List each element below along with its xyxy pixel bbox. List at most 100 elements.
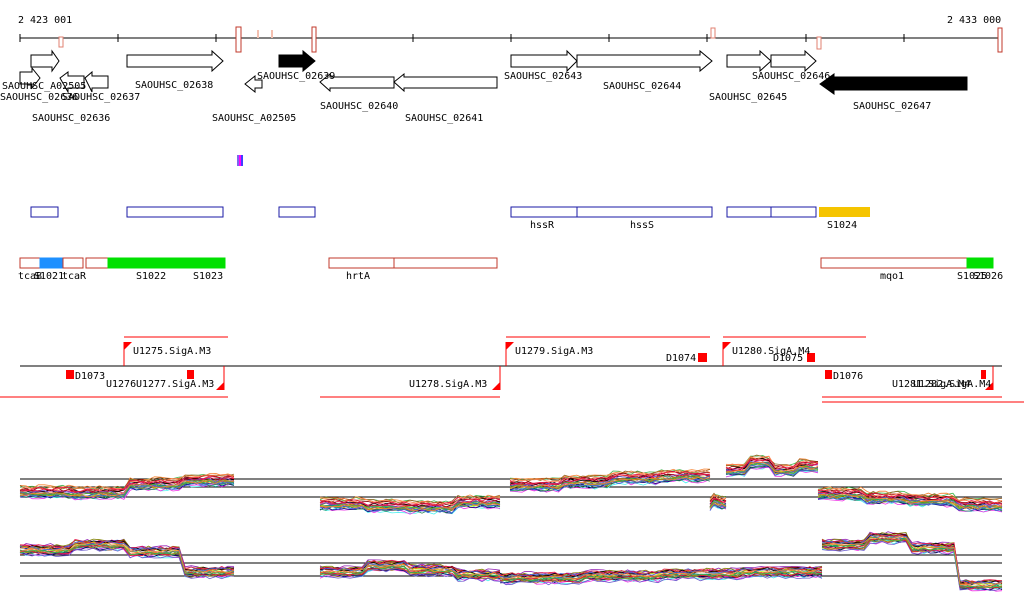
blue-feature[interactable] (278, 206, 316, 218)
expression-trace (510, 478, 711, 492)
gene-labels: SAOUHSC_A02505 SAOUHSC_02636 SAOUHSC_026… (0, 71, 931, 124)
blue-feature[interactable] (726, 206, 772, 218)
red-feature[interactable] (820, 257, 968, 269)
expression-trace (817, 496, 1003, 512)
light-blue-feature[interactable] (39, 257, 63, 269)
regulatory-label[interactable]: U1277.SigA.M3 (136, 379, 214, 390)
coordinate-ruler: 2 423 001 2 433 000 (18, 15, 1003, 53)
gene-track (19, 49, 968, 95)
gene-label: SAOUHSC_A02505 (212, 113, 296, 124)
blue-feature[interactable] (510, 206, 578, 218)
feature-label: tcaR (62, 271, 87, 282)
gene-arrow[interactable] (393, 72, 498, 93)
expression-trace (319, 499, 501, 510)
expression-traces (19, 454, 1003, 515)
expression-trace (725, 461, 819, 473)
gene-label: SAOUHSC_02641 (405, 113, 483, 124)
gene-label: SAOUHSC_02636 (32, 113, 110, 124)
gene-arrow[interactable] (510, 49, 578, 73)
expression-plot-bottom (19, 531, 1003, 592)
expression-trace (821, 540, 1003, 592)
gene-arrow[interactable] (19, 66, 41, 90)
gene-arrow[interactable] (84, 70, 109, 93)
red-feature[interactable] (393, 257, 498, 269)
red-feature[interactable] (85, 257, 109, 269)
regulatory-label[interactable]: U1278.SigA.M3 (409, 379, 487, 390)
expression-trace (500, 569, 823, 580)
regulatory-label[interactable]: D1075 (773, 353, 803, 364)
expression-trace (319, 564, 501, 579)
expression-trace (499, 571, 823, 583)
expression-trace (509, 469, 711, 483)
expression-trace (725, 464, 819, 476)
gene-arrow[interactable] (770, 49, 817, 73)
gene-label: SAOUHSC_02644 (603, 81, 681, 92)
expression-trace (509, 468, 711, 480)
expression-trace (319, 501, 501, 511)
expression-trace (509, 477, 711, 491)
expression-trace (319, 561, 501, 575)
ruler-end-label: 2 433 000 (947, 15, 1001, 26)
expression-trace (509, 470, 711, 485)
expression-trace (19, 542, 235, 574)
feature-label: hrtA (346, 271, 370, 282)
gene-label: SAOUHSC_02639 (257, 71, 335, 82)
expression-trace (499, 566, 823, 578)
gene-arrow[interactable] (244, 74, 263, 94)
blue-feature[interactable] (126, 206, 224, 218)
expression-trace (19, 476, 235, 494)
orange-feature[interactable] (819, 207, 870, 217)
gene-arrow[interactable] (126, 49, 224, 73)
gene-label: SAOUHSC_02640 (320, 101, 398, 112)
ruler-start-label: 2 423 001 (18, 15, 72, 26)
regulatory-label[interactable]: U1275.SigA.M3 (133, 346, 211, 357)
gene-label: SAOUHSC_02647 (853, 101, 931, 112)
expression-trace (817, 490, 1003, 506)
red-feature-track (19, 257, 994, 269)
blue-feature[interactable] (30, 206, 59, 218)
expression-trace (709, 498, 727, 503)
expression-trace (499, 575, 823, 586)
gene-arrow[interactable] (576, 49, 713, 73)
red-feature[interactable] (62, 257, 84, 269)
expression-trace (709, 499, 727, 508)
feature-label: hssR (530, 220, 555, 231)
green-feature[interactable] (966, 257, 994, 269)
red-feature[interactable] (19, 257, 41, 269)
regulatory-label[interactable]: U1279.SigA.M3 (515, 346, 593, 357)
gene-arrow-filled[interactable] (819, 73, 968, 95)
gene-label: SAOUHSC_02637 (62, 92, 140, 103)
blue-feature[interactable] (576, 206, 713, 218)
blue-feature-track (30, 206, 817, 218)
expression-trace (821, 531, 1003, 583)
regulatory-label[interactable]: D1074 (666, 353, 696, 364)
gene-arrow-filled[interactable] (278, 49, 316, 73)
gene-arrow[interactable] (30, 49, 60, 73)
expression-trace (19, 540, 235, 572)
green-feature[interactable] (107, 257, 226, 269)
expression-trace (725, 459, 819, 471)
red-feature[interactable] (328, 257, 395, 269)
expression-trace (709, 503, 727, 511)
regulatory-label[interactable]: D1073 (75, 371, 105, 382)
expression-trace (19, 480, 235, 497)
expression-trace (821, 533, 1003, 583)
gene-arrow[interactable] (59, 71, 85, 94)
feature-label: mqo1 (880, 271, 904, 282)
regulatory-label[interactable]: U1282.SigA.M4 (913, 379, 991, 390)
gene-arrow[interactable] (726, 49, 772, 73)
regulatory-label[interactable]: U1276 (106, 379, 136, 390)
expression-trace (509, 476, 711, 489)
regulatory-label[interactable]: D1076 (833, 371, 863, 382)
expression-trace (817, 493, 1003, 510)
regulatory-label[interactable]: U1281.SigA.M4 (892, 379, 970, 390)
regulatory-label[interactable]: U1280.SigA.M4 (732, 346, 810, 357)
expression-trace (319, 496, 501, 506)
red-feature-labels: tcaB S1021 tcaR S1022 S1023 hrtA mqo1 S1… (18, 271, 1003, 282)
expression-trace (320, 564, 501, 579)
blue-feature[interactable] (770, 206, 817, 218)
feature-label: S1021 (34, 271, 64, 282)
expression-trace (319, 497, 501, 507)
feature-label: S1026 (973, 271, 1003, 282)
